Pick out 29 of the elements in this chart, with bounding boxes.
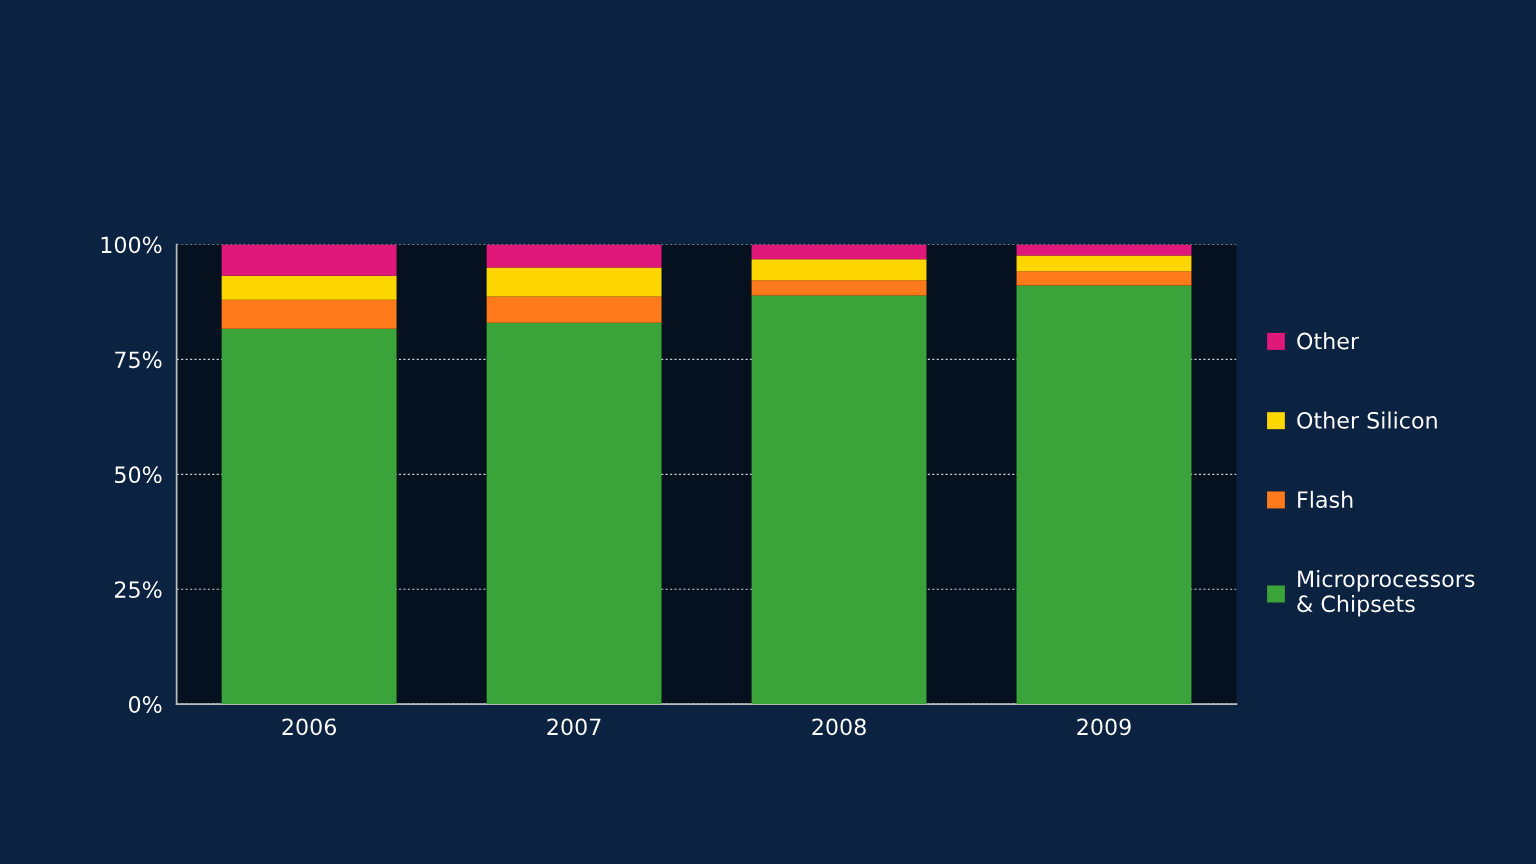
x-tick-label: 2007 [547,718,601,736]
bar [486,267,662,297]
y-tick-label: 75% [115,351,162,369]
legend-label: Microprocessors & Chipsets [1297,570,1475,617]
bar [1016,255,1192,272]
x-tick-label: 2009 [1077,718,1131,736]
bar [221,299,397,329]
bar [221,275,397,300]
legend-label: Other [1297,332,1360,350]
bar [1016,285,1192,705]
bar [751,295,927,705]
bar [486,244,662,268]
bar [486,322,662,705]
bar [1016,244,1192,256]
bar [221,328,397,705]
legend-label: Other Silicon [1297,411,1437,429]
y-tick-label: 100% [101,236,162,254]
bar [486,296,662,323]
bar [751,259,927,281]
x-tick-label: 2006 [282,718,336,736]
bar [221,244,397,276]
bar [1016,271,1192,286]
y-tick-label: 25% [114,581,162,599]
bar [751,244,927,260]
legend-label: Flash [1298,490,1353,508]
y-tick-label: 0% [128,696,162,713]
y-tick-label: 50% [115,466,162,484]
bar [751,280,927,296]
x-tick-label: 2008 [812,718,866,736]
